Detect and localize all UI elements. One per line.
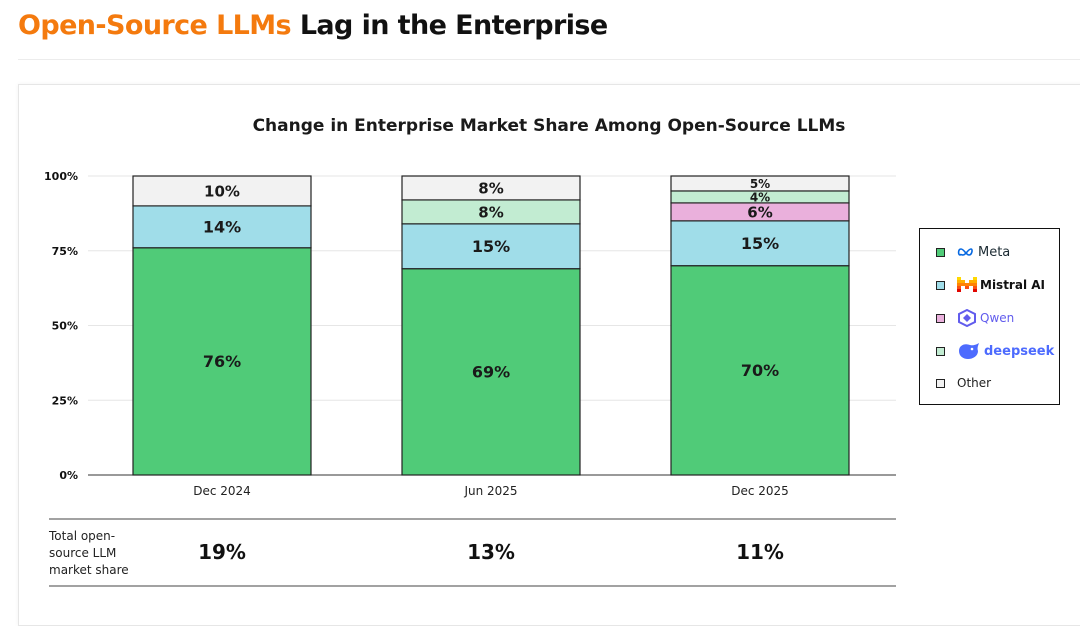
legend-swatch-mistral (936, 280, 945, 290)
meta-logo-icon (957, 247, 975, 257)
data-label-meta-jun-2025: 69% (472, 363, 510, 382)
qwen-logo-icon (957, 309, 977, 327)
bar-segment-mistral-ai-dec-2024 (132, 205, 312, 249)
legend-item-mistral: Mistral AI (936, 275, 1045, 295)
data-label-mistral-ai-jun-2025: 15% (472, 237, 510, 256)
bar-segment-meta-jun-2025 (401, 268, 581, 476)
legend-item-other: Other (936, 373, 991, 393)
summary-value-dec-2025: 11% (736, 540, 784, 564)
title-divider (18, 59, 1080, 60)
bar-segment-other-jun-2025 (401, 175, 581, 201)
x-tick-label-dec-2025: Dec 2025 (731, 484, 789, 498)
data-label-deepseek-dec-2025: 4% (750, 190, 770, 204)
legend-label-mistral: Mistral AI (980, 278, 1045, 292)
legend-swatch-qwen (936, 313, 945, 323)
legend-swatch-deepseek (936, 346, 945, 356)
legend-item-qwen: Qwen (936, 308, 1014, 328)
data-label-other-jun-2025: 8% (478, 179, 503, 197)
y-tick-label-50: 50% (52, 320, 78, 333)
summary-row-label-line-3: market share (49, 563, 129, 577)
bar-segment-other-dec-2024 (132, 175, 312, 207)
data-label-other-dec-2024: 10% (204, 182, 240, 200)
page-title-rest: Lag in the Enterprise (291, 10, 608, 41)
y-tick-label-0: 0% (59, 469, 78, 482)
legend-label-meta: Meta (978, 244, 1011, 260)
y-tick-label-25: 25% (52, 394, 78, 407)
page-title: Open-Source LLMs Lag in the Enterprise (18, 10, 608, 41)
data-label-deepseek-jun-2025: 8% (478, 203, 503, 221)
summary-row-label-line-1: Total open- (48, 529, 115, 543)
chart-title: Change in Enterprise Market Share Among … (253, 116, 846, 136)
summary-value-jun-2025: 13% (467, 540, 515, 564)
bar-segment-mistral-ai-dec-2025 (670, 220, 850, 267)
legend-swatch-other (936, 378, 945, 388)
data-label-meta-dec-2024: 76% (203, 352, 241, 371)
chart-legend: Meta Mistral AI (919, 228, 1060, 405)
y-tick-label-100: 100% (44, 170, 78, 183)
data-label-other-dec-2025: 5% (750, 177, 770, 191)
legend-item-meta: Meta (936, 242, 1010, 262)
x-tick-label-jun-2025: Jun 2025 (463, 484, 517, 498)
legend-swatch-meta (936, 247, 945, 257)
legend-item-deepseek: deepseek (936, 341, 1054, 361)
deepseek-logo-icon (957, 342, 981, 360)
stacked-bar-chart: Change in Enterprise Market Share Among … (44, 116, 896, 587)
data-label-mistral-ai-dec-2024: 14% (203, 218, 241, 237)
legend-label-deepseek: deepseek (984, 343, 1055, 359)
data-label-mistral-ai-dec-2025: 15% (741, 234, 779, 253)
x-tick-label-dec-2024: Dec 2024 (193, 484, 251, 498)
page-title-accent: Open-Source LLMs (18, 10, 292, 41)
summary-row-label-line-2: source LLM (49, 546, 116, 560)
bar-segment-other-dec-2025 (670, 175, 850, 192)
mistral-logo-icon (957, 277, 977, 293)
data-label-qwen-dec-2025: 6% (747, 203, 772, 221)
bar-segment-meta-dec-2024 (132, 247, 312, 476)
legend-label-qwen: Qwen (980, 311, 1015, 325)
legend-label-other: Other (957, 376, 992, 390)
y-tick-label-75: 75% (52, 245, 78, 258)
summary-value-dec-2024: 19% (198, 540, 246, 564)
data-label-meta-dec-2025: 70% (741, 361, 779, 380)
